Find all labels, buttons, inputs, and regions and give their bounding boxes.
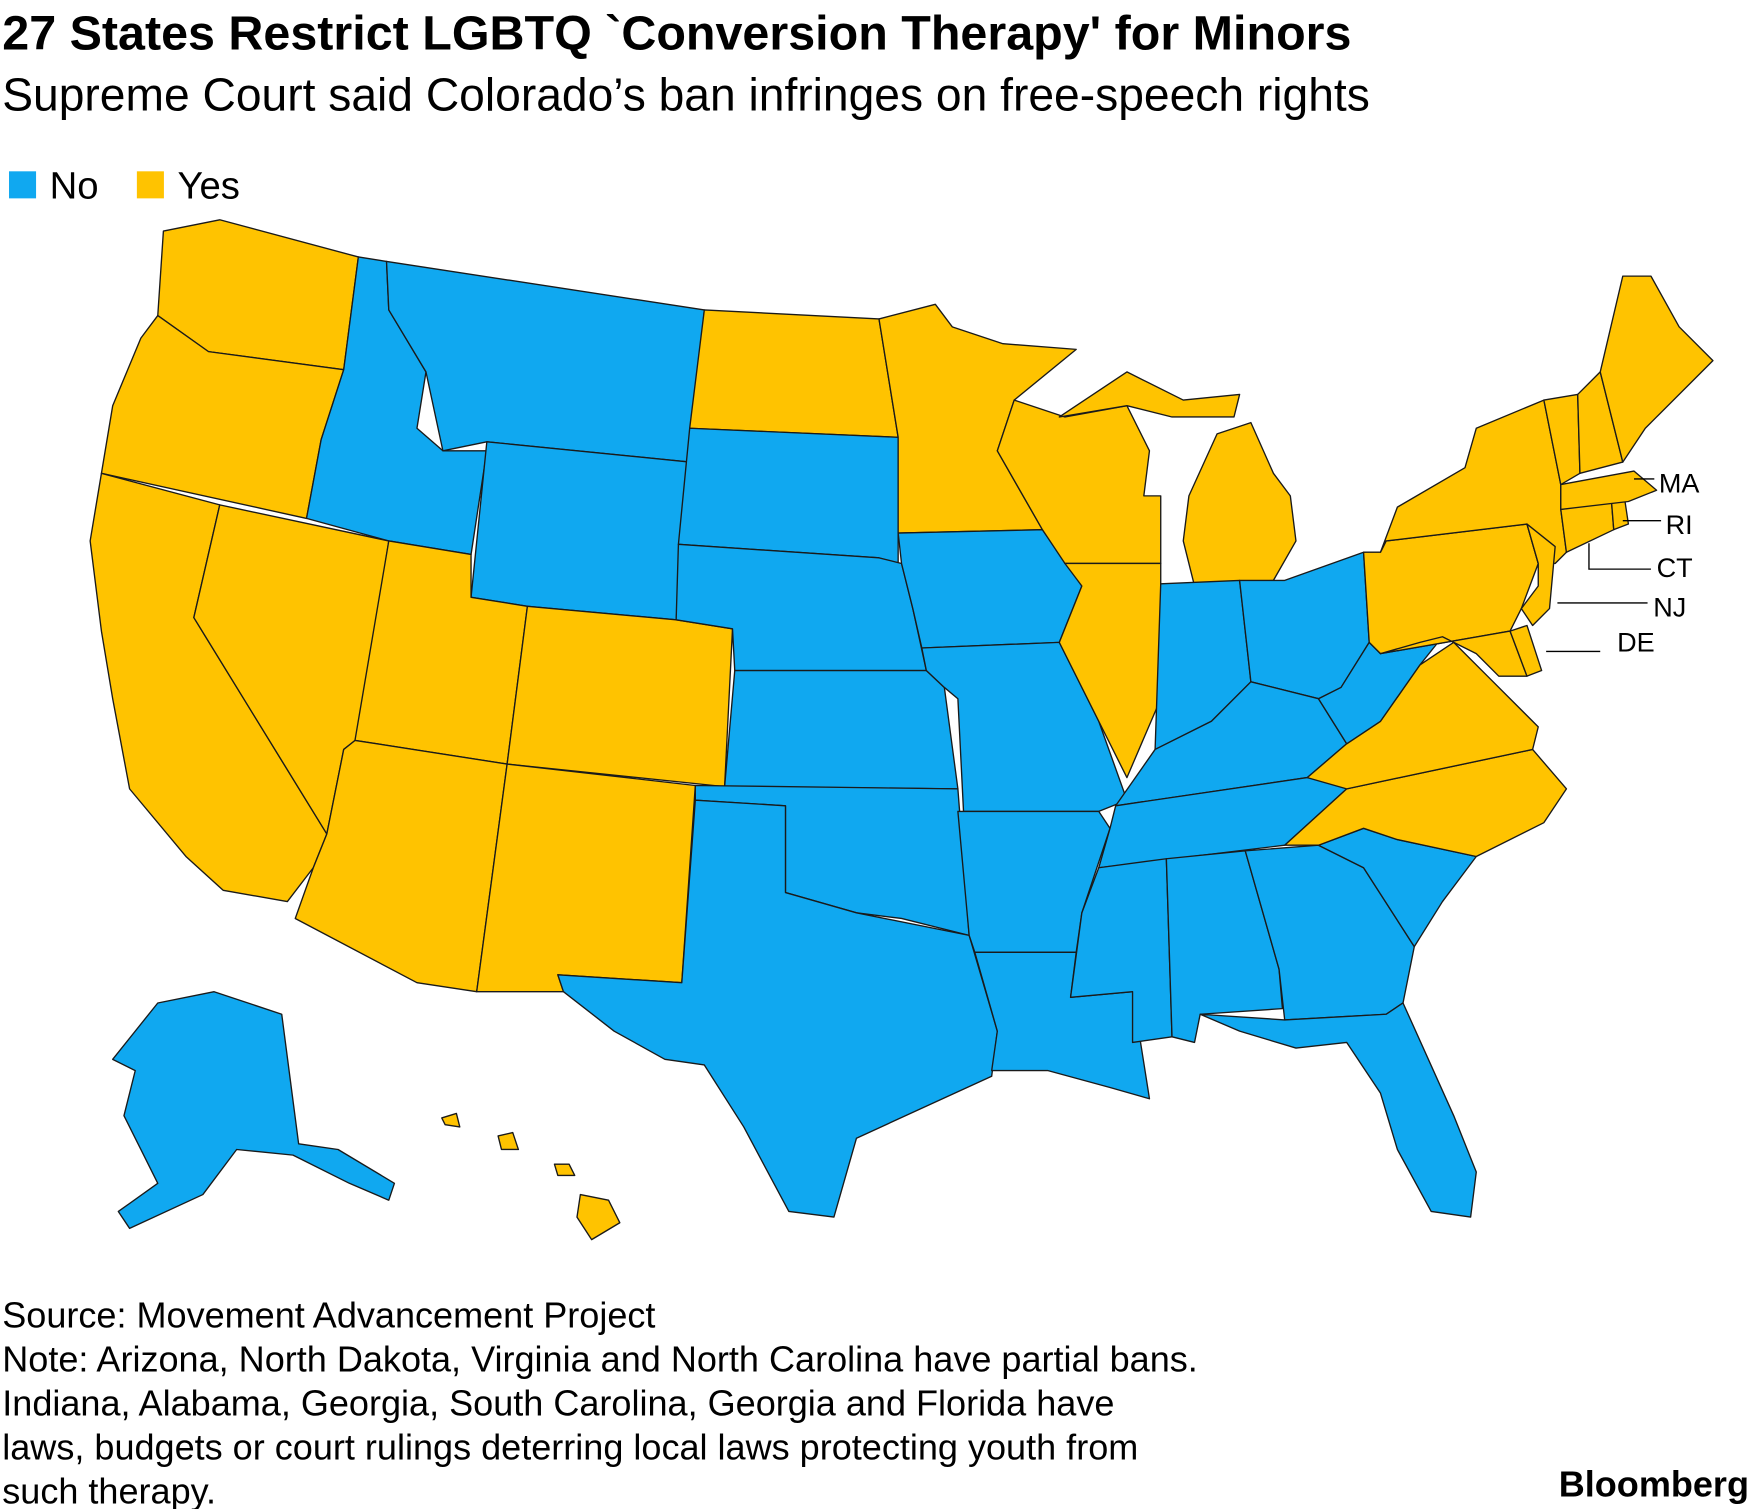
state xyxy=(723,669,959,790)
legend-label: Yes xyxy=(177,164,239,207)
state xyxy=(1509,624,1543,677)
note-line: laws, budgets or court rulings deterring… xyxy=(2,1426,1138,1467)
state xyxy=(506,605,734,788)
note-line: such therapy. xyxy=(2,1470,216,1509)
state xyxy=(1599,275,1714,463)
legend-swatch xyxy=(9,171,37,199)
state xyxy=(1520,523,1556,627)
state xyxy=(689,309,899,438)
brand: Bloomberg xyxy=(1559,1464,1749,1505)
legend: No Yes xyxy=(9,164,240,207)
callout-label: RI xyxy=(1666,510,1693,540)
callout-line xyxy=(1588,543,1651,570)
note-line: Note: Arizona, North Dakota, Virginia an… xyxy=(2,1338,1198,1379)
state xyxy=(470,441,691,621)
callout-label: CT xyxy=(1657,553,1693,583)
legend-label: No xyxy=(50,164,99,207)
state xyxy=(677,427,899,565)
states xyxy=(89,219,1714,1241)
note-line: Indiana, Alabama, Georgia, South Carolin… xyxy=(2,1382,1114,1423)
state xyxy=(1199,1002,1477,1218)
state xyxy=(385,260,706,463)
callouts: MA RI CT NJ DE xyxy=(1546,468,1699,657)
notes: Note: Arizona, North Dakota, Virginia an… xyxy=(2,1338,1198,1509)
state xyxy=(557,799,999,1218)
state xyxy=(441,1112,621,1241)
state xyxy=(476,763,696,993)
callout-label: MA xyxy=(1659,468,1700,498)
state xyxy=(1560,470,1658,511)
state xyxy=(1058,371,1297,587)
legend-swatch xyxy=(136,171,164,199)
subtitle: Supreme Court said Colorado’s ban infrin… xyxy=(2,68,1370,120)
state xyxy=(112,991,396,1230)
state xyxy=(1610,500,1630,531)
state xyxy=(996,399,1162,565)
callout-label: DE xyxy=(1617,627,1655,657)
source: Source: Movement Advancement Project xyxy=(2,1295,655,1336)
callout-label: NJ xyxy=(1653,592,1686,622)
title: 27 States Restrict LGBTQ `Conversion The… xyxy=(2,7,1351,61)
